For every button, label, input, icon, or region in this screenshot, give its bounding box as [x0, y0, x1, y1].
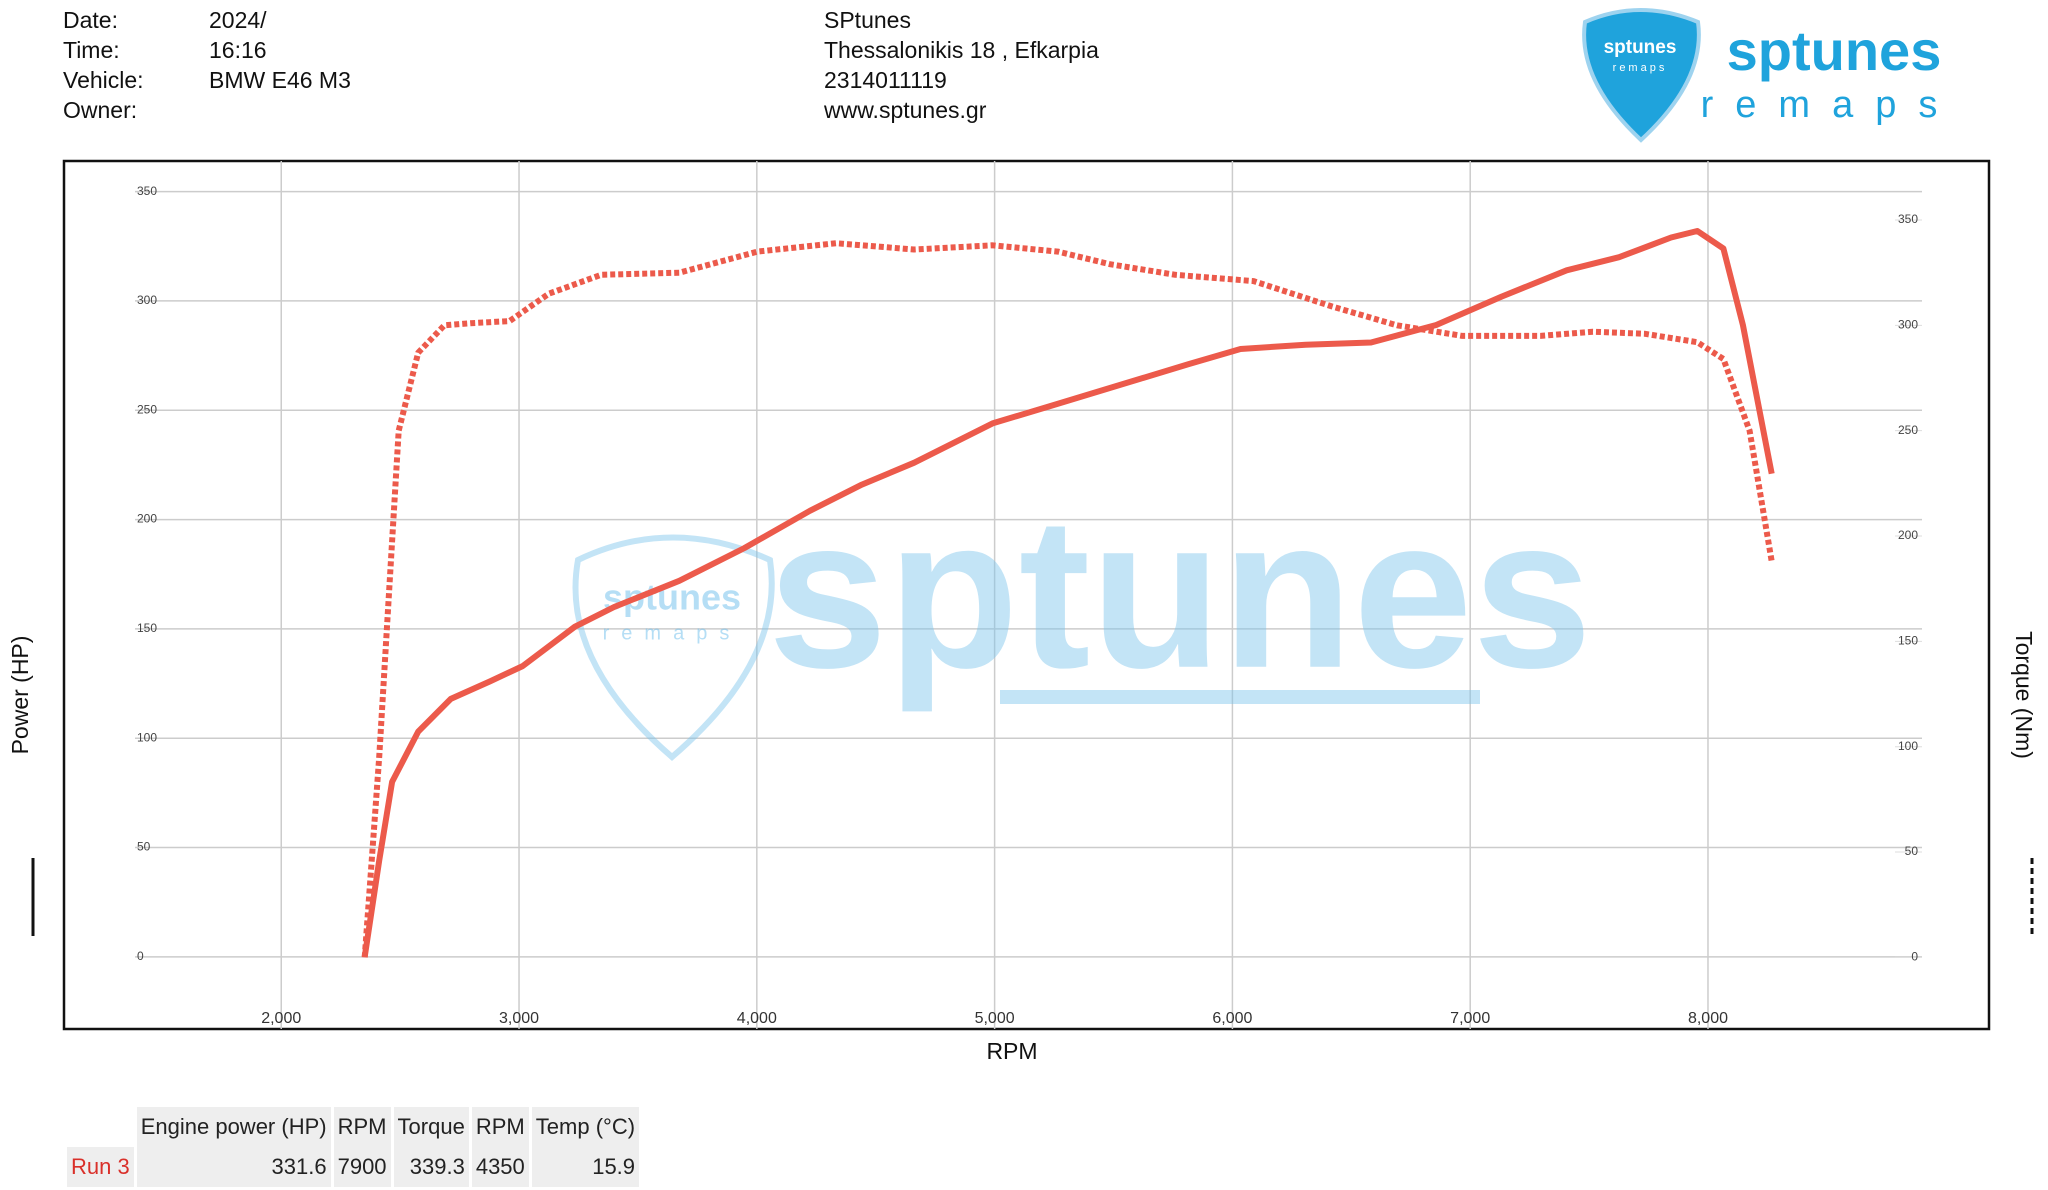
header-row: Engine power (HP) RPM Torque RPM Temp (°C) [67, 1107, 640, 1147]
watermark-name: sptunes [768, 472, 1592, 713]
y2-tick-label: 300 [1898, 318, 1918, 332]
column-header: Engine power (HP) [136, 1107, 331, 1147]
field-label: Vehicle: [63, 67, 144, 93]
shop-info: www.sptunes.gr [823, 97, 987, 123]
series-line [361, 228, 1775, 958]
watermark-underline [1000, 690, 1480, 704]
logo: sptunes remaps sptunes remaps [1582, 8, 1960, 143]
column-header: Torque [393, 1107, 469, 1147]
x-tick-label: 5,000 [975, 1010, 1015, 1027]
y2-tick-label: 350 [1898, 212, 1918, 226]
series-line [361, 240, 1775, 958]
logo-shield-tagline: remaps [1613, 62, 1668, 74]
x-tick-label: 8,000 [1688, 1010, 1728, 1027]
plot: 2,000 3,000 4,000 5,000 6,000 7,000 8,000 0 50 10… [137, 184, 1922, 1027]
y2-tick-label: 250 [1898, 423, 1918, 437]
data-row: Run 3 331.6 7900 339.3 4350 15.9 [67, 1147, 640, 1187]
watermark-shield [572, 534, 775, 761]
x-tick-label: 2,000 [261, 1010, 301, 1027]
y-tick-label: 0 [137, 949, 144, 963]
watermark-shield-tagline: remaps [603, 622, 742, 644]
cell: 7900 [333, 1147, 391, 1187]
x-tick-label: 6,000 [1212, 1010, 1252, 1027]
logo-shield-name: sptunes [1604, 37, 1677, 58]
y-axis-label: Power (HP) [7, 636, 33, 755]
cell: 15.9 [531, 1147, 640, 1187]
field-label: Owner: [63, 97, 137, 123]
y2-axis-label: Torque (Nm) [2011, 631, 2037, 759]
y-tick-label: 200 [137, 512, 157, 526]
y-tick-label: 300 [137, 293, 157, 307]
column-header: RPM [333, 1107, 391, 1147]
y2-tick-label: 50 [1905, 844, 1919, 858]
cell: 339.3 [393, 1147, 469, 1187]
cell: 331.6 [136, 1147, 331, 1187]
x-tick-label: 4,000 [737, 1010, 777, 1027]
watermark: sptunes remaps sptunes [572, 472, 1592, 761]
plot-frame [62, 159, 1991, 1031]
logo-tagline: remaps [1701, 84, 1960, 126]
column-header: RPM [471, 1107, 529, 1147]
y-tick-label: 350 [137, 184, 157, 198]
x-tick-label: 7,000 [1450, 1010, 1490, 1027]
x-tick-label: 3,000 [499, 1010, 539, 1027]
field-label: Time: [63, 37, 120, 63]
y-tick-label: 100 [137, 730, 157, 744]
field-value: 2024/ [209, 7, 267, 33]
y-tick-label: 50 [137, 840, 151, 854]
header: Date: 2024/Time: 16:16 Vehicle: BMW E46 M3 Ow… [63, 7, 1099, 123]
column-header: Temp (°C) [531, 1107, 640, 1147]
shop-info: SPtunes [824, 7, 911, 33]
cell: 4350 [471, 1147, 529, 1187]
corner-cell [67, 1107, 134, 1147]
y2-tick-label: 0 [1911, 950, 1918, 964]
y2-tick-label: 200 [1898, 528, 1918, 542]
y-tick-label: 150 [137, 621, 157, 635]
x-axis-label: RPM [986, 1038, 1037, 1064]
field-value: 16:16 [209, 37, 267, 63]
y2-tick-label: 100 [1898, 739, 1918, 753]
field-value: BMW E46 M3 [209, 67, 351, 93]
results-table: Engine power (HP) RPM Torque RPM Temp (°C) Ru… [64, 1107, 642, 1187]
shop-info: Thessalonikis 18 , Efkarpia [824, 37, 1099, 63]
field-label: Date: [63, 7, 118, 33]
logo-name: sptunes [1727, 19, 1942, 82]
y-tick-label: 250 [137, 402, 157, 416]
y2-tick-label: 150 [1898, 634, 1918, 648]
shop-info: 2314011119 [824, 67, 947, 93]
logo-shield [1582, 8, 1701, 143]
run-label: Run 3 [67, 1147, 134, 1187]
